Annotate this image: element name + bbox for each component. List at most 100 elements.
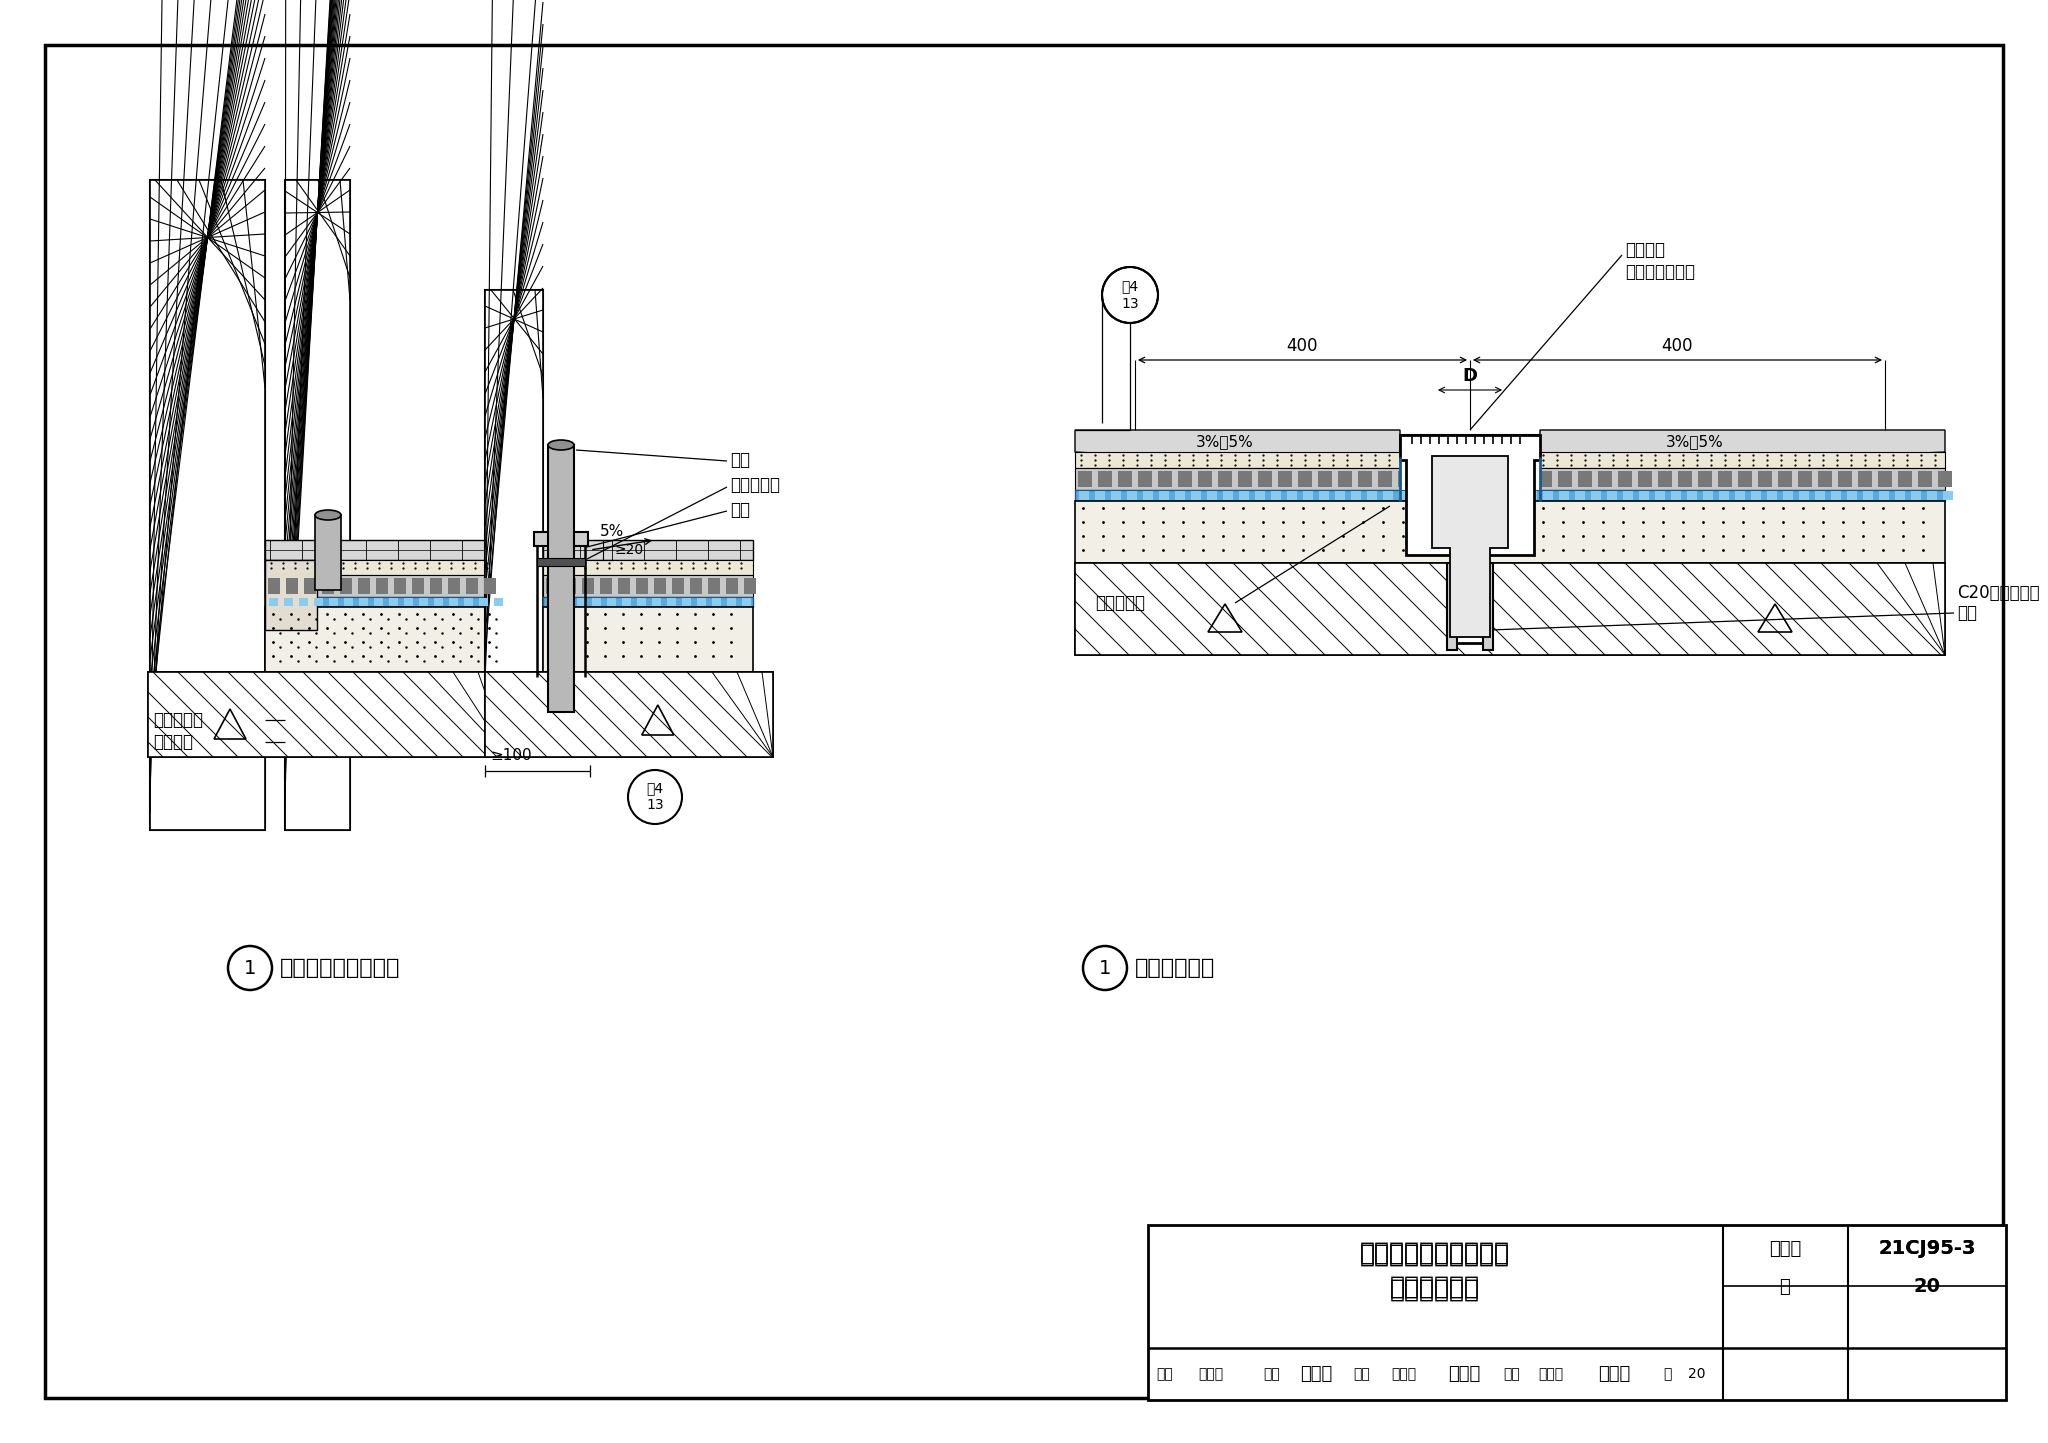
Bar bbox=[1206, 491, 1217, 501]
Bar bbox=[1098, 470, 1112, 486]
Bar bbox=[1479, 470, 1493, 486]
Bar bbox=[743, 579, 756, 595]
Bar bbox=[1927, 491, 1937, 501]
Bar bbox=[1878, 470, 1892, 486]
Bar bbox=[403, 597, 414, 606]
Bar bbox=[1178, 470, 1192, 486]
Bar bbox=[1638, 470, 1653, 486]
Bar bbox=[1075, 491, 1946, 501]
Bar bbox=[1542, 491, 1552, 501]
Bar bbox=[485, 290, 543, 710]
Bar bbox=[1837, 470, 1851, 486]
Bar bbox=[1858, 470, 1872, 486]
Bar bbox=[1319, 470, 1331, 486]
Bar bbox=[1303, 491, 1313, 501]
Bar bbox=[285, 180, 350, 830]
Bar bbox=[547, 597, 555, 606]
Bar bbox=[1688, 491, 1698, 501]
Bar bbox=[1847, 491, 1858, 501]
Text: 地漏构造做法: 地漏构造做法 bbox=[1391, 1276, 1481, 1299]
Bar bbox=[592, 597, 600, 606]
Bar bbox=[1415, 491, 1425, 501]
Bar bbox=[1126, 491, 1137, 501]
Bar bbox=[1075, 563, 1946, 655]
Bar bbox=[340, 579, 352, 595]
Polygon shape bbox=[1540, 430, 1946, 470]
Text: 管道: 管道 bbox=[729, 452, 750, 469]
Bar bbox=[561, 597, 571, 606]
Bar bbox=[268, 579, 281, 595]
Bar bbox=[344, 597, 352, 606]
Text: 石海旻: 石海旻 bbox=[1300, 1365, 1333, 1382]
Bar bbox=[563, 579, 575, 595]
Text: 四周密封胶密封: 四周密封胶密封 bbox=[1624, 263, 1696, 281]
Bar bbox=[1778, 470, 1792, 486]
Bar bbox=[358, 579, 371, 595]
Bar bbox=[653, 579, 666, 595]
Bar bbox=[1497, 470, 1511, 486]
Text: 有水房间管道穿楼板、: 有水房间管道穿楼板、 bbox=[1360, 1242, 1509, 1267]
Bar bbox=[1751, 491, 1761, 501]
Bar bbox=[1118, 470, 1133, 486]
Text: 设计: 设计 bbox=[1503, 1367, 1520, 1381]
Bar bbox=[1483, 563, 1493, 649]
Bar bbox=[637, 597, 645, 606]
Text: 审阅: 审阅 bbox=[1264, 1367, 1280, 1381]
Bar bbox=[1511, 491, 1522, 501]
Bar bbox=[1159, 491, 1169, 501]
Bar bbox=[1698, 470, 1712, 486]
Text: 楼4: 楼4 bbox=[1122, 278, 1139, 293]
Bar bbox=[537, 558, 586, 566]
Polygon shape bbox=[1401, 434, 1540, 644]
Bar bbox=[543, 574, 754, 597]
Bar bbox=[1075, 452, 1946, 468]
Bar bbox=[1448, 491, 1456, 501]
Bar bbox=[543, 608, 754, 672]
Bar bbox=[1198, 470, 1212, 486]
Bar bbox=[1798, 491, 1808, 501]
Bar bbox=[1559, 491, 1569, 501]
Bar bbox=[485, 672, 772, 758]
Bar bbox=[1438, 470, 1452, 486]
Bar bbox=[150, 180, 264, 830]
Bar bbox=[1219, 470, 1233, 486]
Bar bbox=[1718, 470, 1733, 486]
Bar bbox=[393, 579, 406, 595]
Bar bbox=[1735, 491, 1745, 501]
Bar bbox=[483, 579, 496, 595]
Bar bbox=[285, 597, 293, 606]
Bar bbox=[147, 672, 508, 758]
Bar bbox=[672, 579, 684, 595]
Bar bbox=[449, 597, 459, 606]
Bar bbox=[1399, 491, 1409, 501]
Bar bbox=[651, 597, 662, 606]
Bar bbox=[668, 597, 676, 606]
Bar bbox=[358, 597, 369, 606]
Text: 密封胶密封: 密封胶密封 bbox=[729, 476, 780, 494]
Bar bbox=[1608, 491, 1618, 501]
Bar bbox=[1579, 470, 1591, 486]
Bar bbox=[264, 574, 496, 597]
Bar bbox=[1677, 470, 1692, 486]
Bar bbox=[389, 597, 397, 606]
Bar bbox=[449, 579, 461, 595]
Polygon shape bbox=[1075, 430, 1401, 470]
Text: ≥100: ≥100 bbox=[489, 749, 532, 763]
Bar bbox=[264, 560, 317, 631]
Bar bbox=[1559, 470, 1573, 486]
Bar bbox=[1319, 491, 1329, 501]
Bar bbox=[1898, 470, 1913, 486]
Bar bbox=[1798, 470, 1812, 486]
Bar bbox=[535, 532, 588, 545]
Bar bbox=[1937, 470, 1952, 486]
Bar bbox=[1819, 470, 1833, 486]
Bar bbox=[494, 597, 504, 606]
Bar bbox=[1366, 491, 1376, 501]
Bar bbox=[1718, 491, 1729, 501]
Bar bbox=[1075, 501, 1946, 563]
Bar bbox=[1518, 470, 1532, 486]
Bar bbox=[1399, 470, 1411, 486]
Bar bbox=[1378, 470, 1393, 486]
Text: D: D bbox=[1462, 367, 1477, 385]
Bar bbox=[1575, 491, 1585, 501]
